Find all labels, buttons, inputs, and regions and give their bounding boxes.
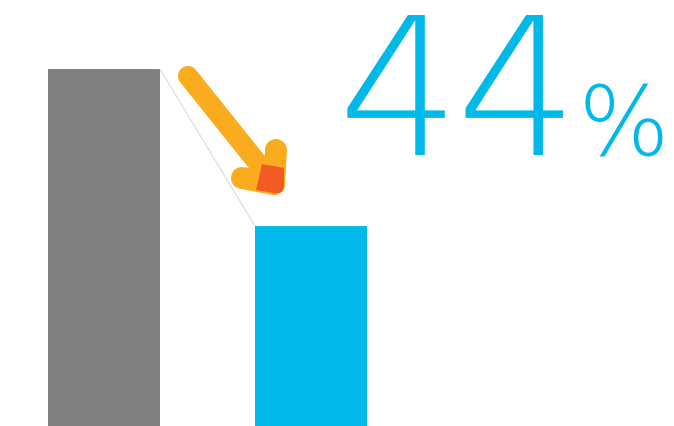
change-percentage-label: 44% — [338, 0, 670, 186]
bar-after — [255, 226, 367, 426]
arrow-tip — [256, 164, 284, 194]
bar-before — [48, 69, 160, 426]
change-value: 44 — [338, 0, 578, 201]
percent-sign: % — [578, 66, 670, 178]
connector-line — [159, 68, 256, 227]
bars-group — [48, 69, 367, 426]
arrow-group — [159, 66, 287, 227]
arrow-shaft — [178, 66, 278, 186]
